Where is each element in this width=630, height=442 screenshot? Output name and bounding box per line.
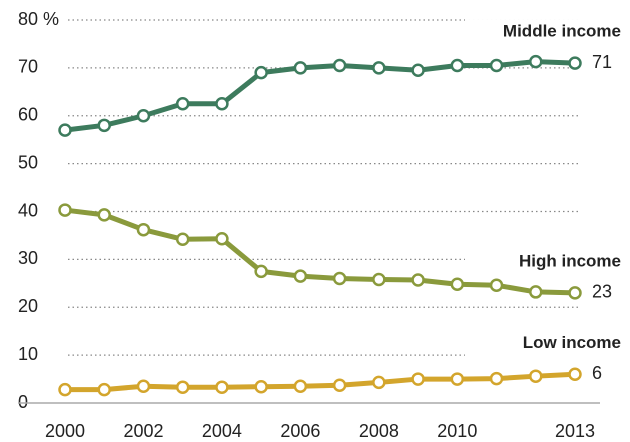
point: [372, 61, 386, 75]
point: [97, 118, 111, 133]
point: [450, 372, 465, 386]
y-tick-label: 80 %: [18, 9, 59, 29]
point: [411, 372, 425, 386]
point: [136, 109, 151, 123]
point: [332, 378, 347, 393]
point: [175, 380, 190, 394]
point: [215, 97, 229, 111]
point: [411, 273, 425, 287]
label-bg: [465, 248, 625, 275]
y-tick-label: 30: [18, 248, 38, 268]
point: [372, 272, 386, 287]
point: [175, 232, 190, 247]
y-tick-label: 60: [18, 105, 38, 125]
point: [489, 371, 504, 386]
point: [332, 271, 347, 286]
x-tick-label: 2010: [437, 421, 477, 441]
point: [489, 278, 504, 292]
point: [254, 264, 268, 279]
label-bg: [465, 330, 625, 357]
point: [529, 369, 543, 383]
y-tick-label: 50: [18, 152, 38, 172]
point: [136, 222, 151, 237]
x-tick-label: 2006: [280, 421, 320, 441]
point: [529, 54, 543, 69]
point: [58, 382, 72, 397]
point: [293, 269, 308, 283]
point: [332, 58, 347, 73]
point: [254, 65, 268, 80]
point: [97, 382, 111, 397]
y-tick-label: 20: [18, 296, 38, 316]
x-tick-label: 2004: [202, 421, 242, 441]
point: [450, 58, 465, 73]
x-tick-label: 2002: [123, 421, 163, 441]
x-tick-label: 2013: [555, 421, 595, 441]
y-tick-label: 40: [18, 200, 38, 220]
point: [568, 286, 582, 300]
point: [97, 208, 111, 222]
end-value-label: 23: [592, 282, 612, 302]
point: [293, 379, 308, 393]
x-tick-label: 2008: [359, 421, 399, 441]
point: [254, 379, 268, 394]
point: [58, 123, 72, 137]
point: [450, 277, 465, 292]
series-label: Middle income: [503, 22, 621, 41]
series-label: High income: [519, 251, 621, 270]
point: [529, 285, 543, 299]
point: [136, 379, 151, 393]
label-bg: [465, 19, 625, 46]
series-label: Low income: [523, 333, 621, 352]
point: [568, 367, 582, 382]
point: [568, 56, 582, 70]
y-tick-label: 0: [18, 392, 28, 412]
point: [293, 61, 308, 75]
end-value-label: 71: [592, 52, 612, 72]
point: [58, 203, 72, 217]
x-tick-label: 2000: [45, 421, 85, 441]
y-tick-label: 10: [18, 344, 38, 364]
point: [215, 232, 229, 246]
point: [175, 97, 190, 111]
end-value-label: 6: [592, 363, 602, 383]
point: [372, 375, 386, 390]
y-tick-label: 70: [18, 57, 38, 77]
point: [411, 63, 425, 78]
point: [215, 380, 229, 394]
point: [489, 58, 504, 73]
